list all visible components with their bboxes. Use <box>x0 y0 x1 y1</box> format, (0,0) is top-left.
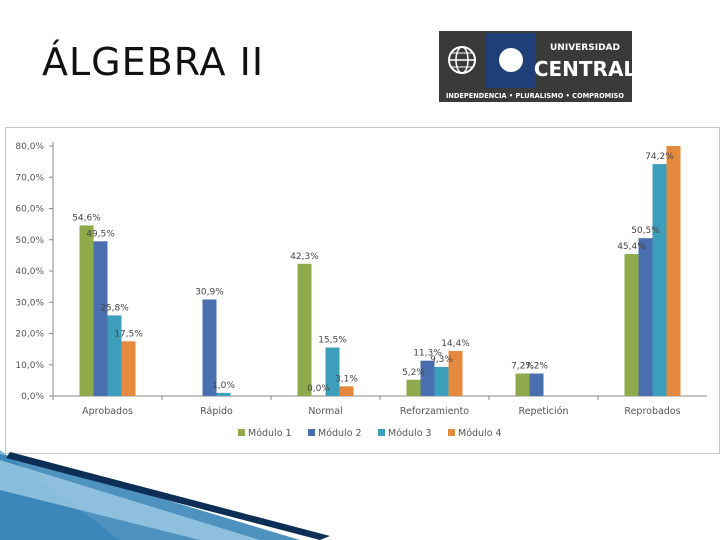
data-label: 30,9% <box>195 287 224 297</box>
university-logo: UNIVERSIDAD CENTRAL INDEPENDENCIA • PLUR… <box>439 31 632 102</box>
bar <box>216 392 231 396</box>
y-tick-label: 60,0% <box>15 205 44 215</box>
bar <box>515 373 530 396</box>
bar <box>339 386 354 396</box>
chart-data-labels: 54,6% 49,5% 25,8% 17,5% 30,9% 1,0% 42,3% 0,0% 15… <box>72 152 674 394</box>
legend-label: Módulo 4 <box>458 428 502 439</box>
bar <box>652 164 667 396</box>
bar <box>93 241 108 396</box>
chart-legend: Módulo 1 Módulo 2 Módulo 3 Módulo 4 <box>238 428 502 439</box>
legend-swatch <box>378 429 385 436</box>
bar <box>107 315 122 396</box>
data-label: 7,2% <box>511 362 534 372</box>
data-label: 3,1% <box>335 374 358 384</box>
logo-line2: CENTRAL <box>534 57 632 81</box>
bar <box>202 299 217 396</box>
data-label: 5,2% <box>402 368 425 378</box>
x-tick-label: Reprobados <box>624 406 680 417</box>
x-tick-label: Reforzamiento <box>400 406 469 417</box>
bar <box>666 146 681 396</box>
legend-label: Módulo 3 <box>388 428 432 439</box>
x-tick-label: Rápido <box>200 406 233 417</box>
legend-swatch <box>308 429 315 436</box>
x-tick-label: Aprobados <box>82 406 133 417</box>
bar <box>420 360 435 396</box>
bar <box>434 366 449 396</box>
data-label: 0,0% <box>307 384 330 394</box>
logo-motto: INDEPENDENCIA • PLURALISMO • COMPROMISO <box>446 92 624 100</box>
y-tick-label: 40,0% <box>15 267 44 277</box>
y-tick-label: 80,0% <box>15 142 44 152</box>
legend-swatch <box>238 429 245 436</box>
legend-label: Módulo 2 <box>318 428 362 439</box>
x-tick-label: Normal <box>308 406 342 417</box>
x-tick-label: Repetición <box>519 406 569 417</box>
data-label: 17,5% <box>114 329 143 339</box>
legend-label: Módulo 1 <box>248 428 292 439</box>
bar <box>297 263 312 396</box>
data-label: 11,3% <box>413 349 442 359</box>
data-label: 54,6% <box>72 213 101 223</box>
data-label: 50,5% <box>631 226 660 236</box>
y-tick-label: 50,0% <box>15 236 44 246</box>
legend-swatch <box>448 429 455 436</box>
logo-line1: UNIVERSIDAD <box>550 43 620 53</box>
data-label: 15,5% <box>318 336 347 346</box>
data-label: 49,5% <box>86 229 115 239</box>
chart-bars <box>79 146 681 396</box>
y-tick-label: 20,0% <box>15 330 44 340</box>
y-tick-label: 70,0% <box>15 173 44 183</box>
data-label: 7,2% <box>525 362 548 372</box>
bar <box>406 379 421 396</box>
data-label: 45,4% <box>617 242 646 252</box>
bar <box>638 238 653 396</box>
chart-panel <box>5 127 720 454</box>
bar <box>624 254 639 396</box>
data-label: 74,2% <box>645 152 674 162</box>
bar <box>325 347 340 396</box>
y-tick-label: 0,0% <box>21 392 44 402</box>
logo-circle-icon <box>499 48 523 72</box>
slide-title: ÁLGEBRA II <box>42 40 265 84</box>
bar <box>79 225 94 396</box>
bar-chart: 0,0% 10,0% 20,0% 30,0% 40,0% 50,0% 60,0% 70,0% 8… <box>15 142 707 439</box>
data-label: 9,3% <box>430 355 453 365</box>
y-tick-label: 10,0% <box>15 361 44 371</box>
data-label: 14,4% <box>441 339 470 349</box>
y-tick-label: 30,0% <box>15 298 44 308</box>
bar <box>529 373 544 396</box>
data-label: 25,8% <box>100 303 129 313</box>
bar <box>448 351 463 396</box>
decorative-swoosh <box>0 450 330 540</box>
bar <box>121 341 136 396</box>
chart-axes: 0,0% 10,0% 20,0% 30,0% 40,0% 50,0% 60,0% 70,0% 8… <box>15 142 707 417</box>
data-label: 42,3% <box>290 252 319 262</box>
data-label: 1,0% <box>212 381 235 391</box>
